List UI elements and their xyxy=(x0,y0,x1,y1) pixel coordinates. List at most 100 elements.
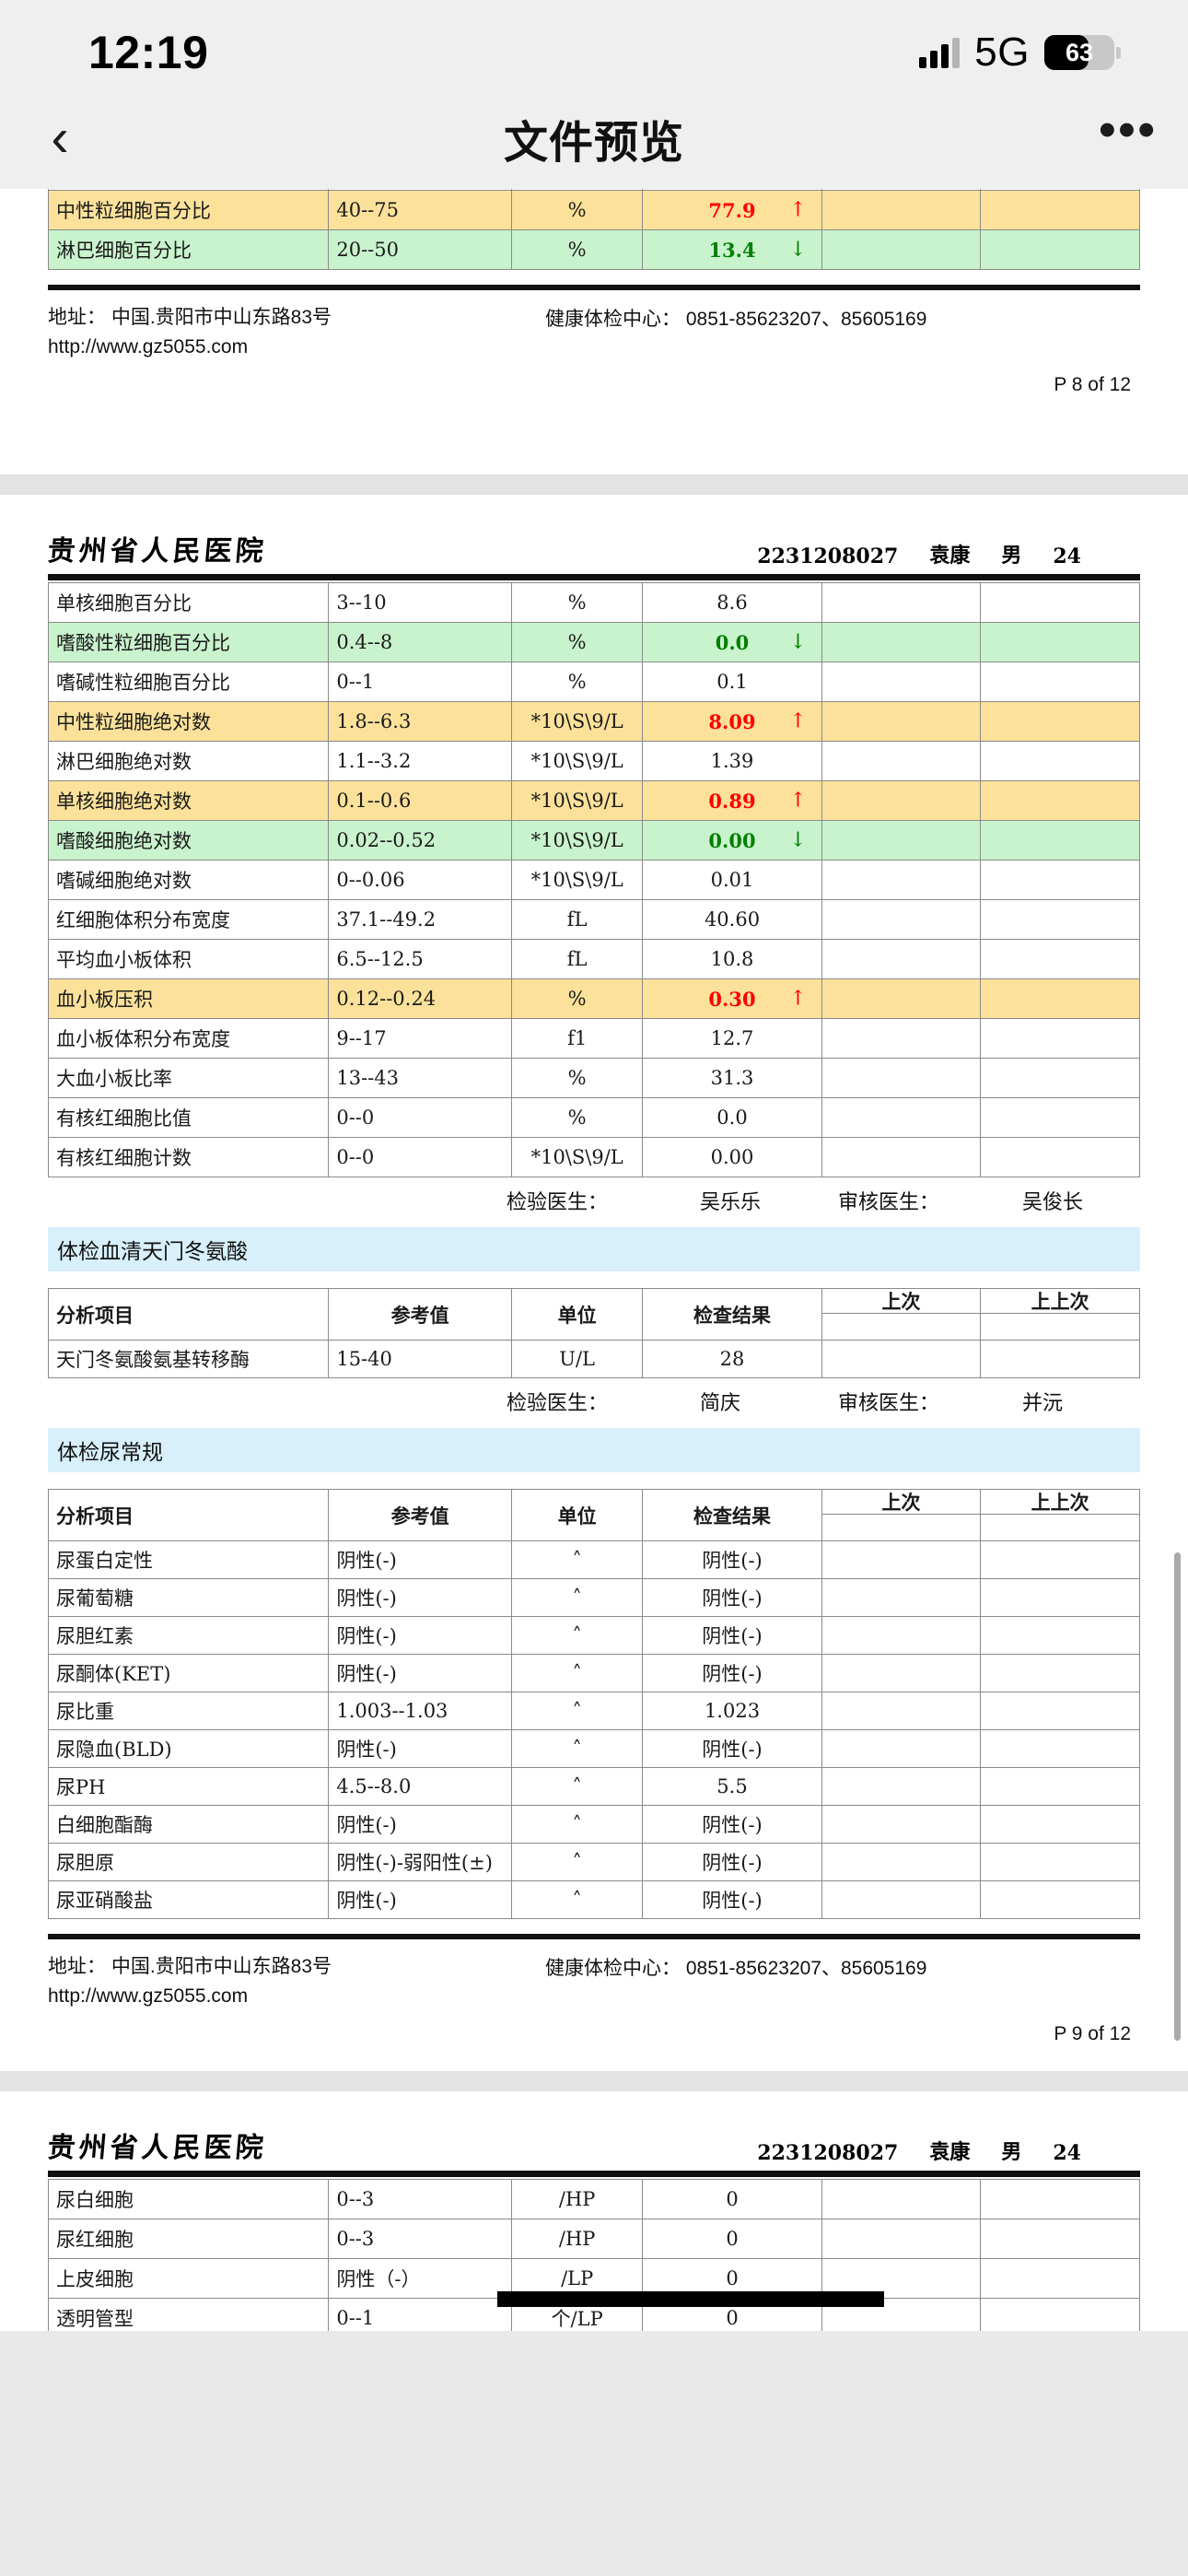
ast-table-header-row: 分析项目 参考值 单位 检查结果 上次 上上次 xyxy=(47,1288,1140,1341)
table-row: 单核细胞百分比 3--10% 8.6 xyxy=(47,582,1140,623)
cell-previous xyxy=(821,939,982,979)
result-value: 28 xyxy=(719,1348,745,1370)
cell-item-name: 单核细胞百分比 xyxy=(47,582,330,623)
patient-info: 2231208027 袁康 男 24 xyxy=(757,539,1140,568)
cell-item-name: 嗜酸性粒细胞百分比 xyxy=(47,622,330,662)
ast-tester-name: 简庆 xyxy=(700,1392,741,1415)
cell-reference-range: 15-40 xyxy=(328,1340,512,1378)
more-options-icon[interactable]: ••• xyxy=(1099,103,1158,157)
document-scroll-area[interactable]: 红细胞平均血红蛋白浓度316--364g/L331.4中性粒细胞百分比40--7… xyxy=(0,189,1188,2576)
result-value: 13.4 xyxy=(708,238,756,262)
cell-previous xyxy=(821,1097,982,1138)
col-header-unit: 单位 xyxy=(510,1489,644,1541)
cell-previous-2 xyxy=(980,1097,1140,1138)
cell-previous xyxy=(821,622,982,662)
cell-previous-2 xyxy=(980,820,1140,861)
cell-previous-2 xyxy=(980,1843,1140,1881)
cell-previous-2 xyxy=(980,899,1140,940)
cell-item-name: 淋巴细胞绝对数 xyxy=(47,741,330,781)
section-band-ast: 体检血清天门冬氨酸 xyxy=(48,1227,1140,1271)
page9-number: P 9 of 12 xyxy=(1054,2023,1131,2044)
cell-previous xyxy=(821,1058,982,1098)
cell-reference-range: 20--50 xyxy=(328,229,512,270)
cell-reference-range: 阴性(-) xyxy=(328,1654,512,1692)
cell-unit: *10\S\9/L xyxy=(510,701,644,742)
network-type-label: 5G xyxy=(974,29,1030,75)
cell-result: 40.60 xyxy=(642,899,822,940)
page8-number: P 8 of 12 xyxy=(1054,374,1131,395)
cell-unit: ˄ xyxy=(510,1729,644,1768)
result-value: 1.39 xyxy=(710,750,754,772)
footer-address: 地址： 中国.贵阳市中山东路83号 xyxy=(48,1956,332,1977)
cell-result: 10.8 xyxy=(642,939,822,979)
table-row: 单核细胞绝对数 0.1--0.6 *10\S\9/L 0.89 ↑ xyxy=(47,780,1140,821)
cell-previous-2 xyxy=(980,939,1140,979)
cell-previous-2 xyxy=(980,1058,1140,1098)
cell-reference-range: 1.1--3.2 xyxy=(328,741,512,781)
cell-item-name: 尿比重 xyxy=(47,1692,330,1730)
blood-test-table: 单核细胞百分比 3--10% 8.6 嗜酸性粒细胞百分比 0.4--8% 0.0 ↓ 嗜碱性粒… xyxy=(47,582,1140,1177)
cell-previous xyxy=(821,860,982,900)
result-value: 0 xyxy=(726,2228,739,2250)
result-value: 0.0 xyxy=(716,1107,748,1129)
page8-footer: 地址： 中国.贵阳市中山东路83号 http://www.gz5055.com … xyxy=(48,290,1140,361)
cell-previous xyxy=(821,1880,982,1919)
cell-previous-2 xyxy=(980,2298,1140,2331)
tester-name: 吴乐乐 xyxy=(700,1191,762,1214)
redaction-bar xyxy=(497,2291,884,2307)
cell-result: 31.3 xyxy=(642,1058,822,1098)
page-separator xyxy=(0,2071,1188,2091)
cell-previous xyxy=(821,978,982,1019)
cell-reference-range: 37.1--49.2 xyxy=(328,899,512,940)
cell-reference-range: 阴性(-) xyxy=(328,1880,512,1919)
cell-result: 1.39 xyxy=(642,741,822,781)
cell-reference-range: 0.02--0.52 xyxy=(328,820,512,861)
cell-item-name: 天门冬氨酸氨基转移酶 xyxy=(47,1340,330,1378)
result-value: 阴性(-) xyxy=(702,1663,763,1685)
cell-result: 0.01 xyxy=(642,860,822,900)
page-title: 文件预览 xyxy=(503,119,684,168)
table-row: 尿亚硝酸盐 阴性(-) ˄ 阴性(-) xyxy=(47,1880,1140,1919)
result-value: 31.3 xyxy=(710,1067,754,1089)
footer-website: http://www.gz5055.com xyxy=(48,335,249,357)
col-header-ref: 参考值 xyxy=(328,1288,512,1341)
result-value: 10.8 xyxy=(710,948,754,970)
table-row: 有核红细胞计数 0--0 *10\S\9/L 0.00 xyxy=(47,1137,1140,1177)
cell-reference-range: 0.12--0.24 xyxy=(328,978,512,1019)
cell-item-name: 尿红细胞 xyxy=(47,2219,330,2259)
col-header-ref: 参考值 xyxy=(328,1489,512,1541)
col-header-result: 检查结果 xyxy=(642,1288,822,1341)
col-header-prev: 上次 xyxy=(821,1489,982,1541)
cell-result: 阴性(-) xyxy=(642,1578,822,1617)
cell-unit: U/L xyxy=(510,1340,644,1378)
vertical-scrollbar[interactable] xyxy=(1174,1552,1181,2041)
cell-item-name: 大血小板比率 xyxy=(47,1058,330,1098)
cell-previous xyxy=(821,2179,982,2219)
cell-previous xyxy=(821,701,982,742)
cell-unit: % xyxy=(510,229,644,270)
result-value: 阴性(-) xyxy=(702,1890,763,1912)
cell-reference-range: 13--43 xyxy=(328,1058,512,1098)
table-row: 红细胞体积分布宽度 37.1--49.2 fL 40.60 xyxy=(47,899,1140,940)
table-row: 嗜酸性粒细胞百分比 0.4--8% 0.0 ↓ xyxy=(47,622,1140,662)
arrow-up-icon: ↑ xyxy=(789,198,807,222)
cell-previous-2 xyxy=(980,741,1140,781)
cell-previous xyxy=(821,899,982,940)
result-value: 0.00 xyxy=(708,828,756,852)
result-value: 0.30 xyxy=(708,987,756,1011)
cell-unit: *10\S\9/L xyxy=(510,860,644,900)
cell-previous-2 xyxy=(980,1729,1140,1768)
cell-unit: ˄ xyxy=(510,1767,644,1806)
cell-result: 1.023 xyxy=(642,1692,822,1730)
patient-id: 2231208027 xyxy=(757,2141,899,2165)
cell-previous-2 xyxy=(980,2179,1140,2219)
table-row: 淋巴细胞绝对数 1.1--3.2 *10\S\9/L 1.39 xyxy=(47,741,1140,781)
table-row: 尿葡萄糖 阴性(-) ˄ 阴性(-) xyxy=(47,1578,1140,1617)
back-chevron-icon[interactable]: ‹ xyxy=(51,108,69,168)
cell-previous xyxy=(821,1729,982,1768)
cell-reference-range: 0--0 xyxy=(328,1097,512,1138)
cell-reference-range: 6.5--12.5 xyxy=(328,939,512,979)
cell-item-name: 白细胞酯酶 xyxy=(47,1805,330,1844)
document-page-9: 贵州省人民医院 2231208027 袁康 男 24 单核细胞百分比 3--10%… xyxy=(0,495,1188,2071)
result-value: 77.9 xyxy=(708,198,756,222)
